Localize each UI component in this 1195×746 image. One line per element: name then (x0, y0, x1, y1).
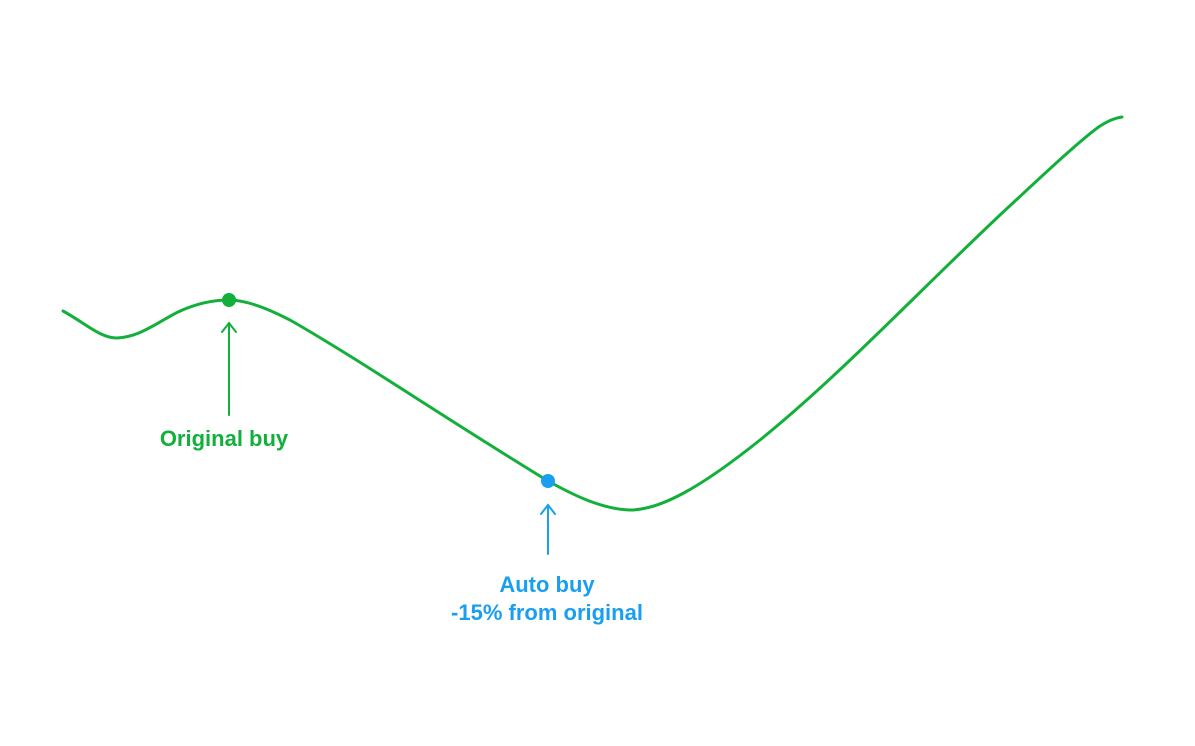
auto-buy-label-line1: Auto buy (499, 572, 595, 597)
auto-buy-point (541, 474, 555, 488)
arrow-up-icon (221, 321, 237, 416)
arrow-up-icon (540, 503, 556, 555)
original-buy-point (222, 293, 236, 307)
auto-buy-label-line2: -15% from original (451, 600, 643, 625)
auto-buy-label: Auto buy -15% from original (451, 571, 643, 627)
original-buy-label: Original buy (159, 426, 289, 451)
price-curve (61, 115, 1124, 512)
